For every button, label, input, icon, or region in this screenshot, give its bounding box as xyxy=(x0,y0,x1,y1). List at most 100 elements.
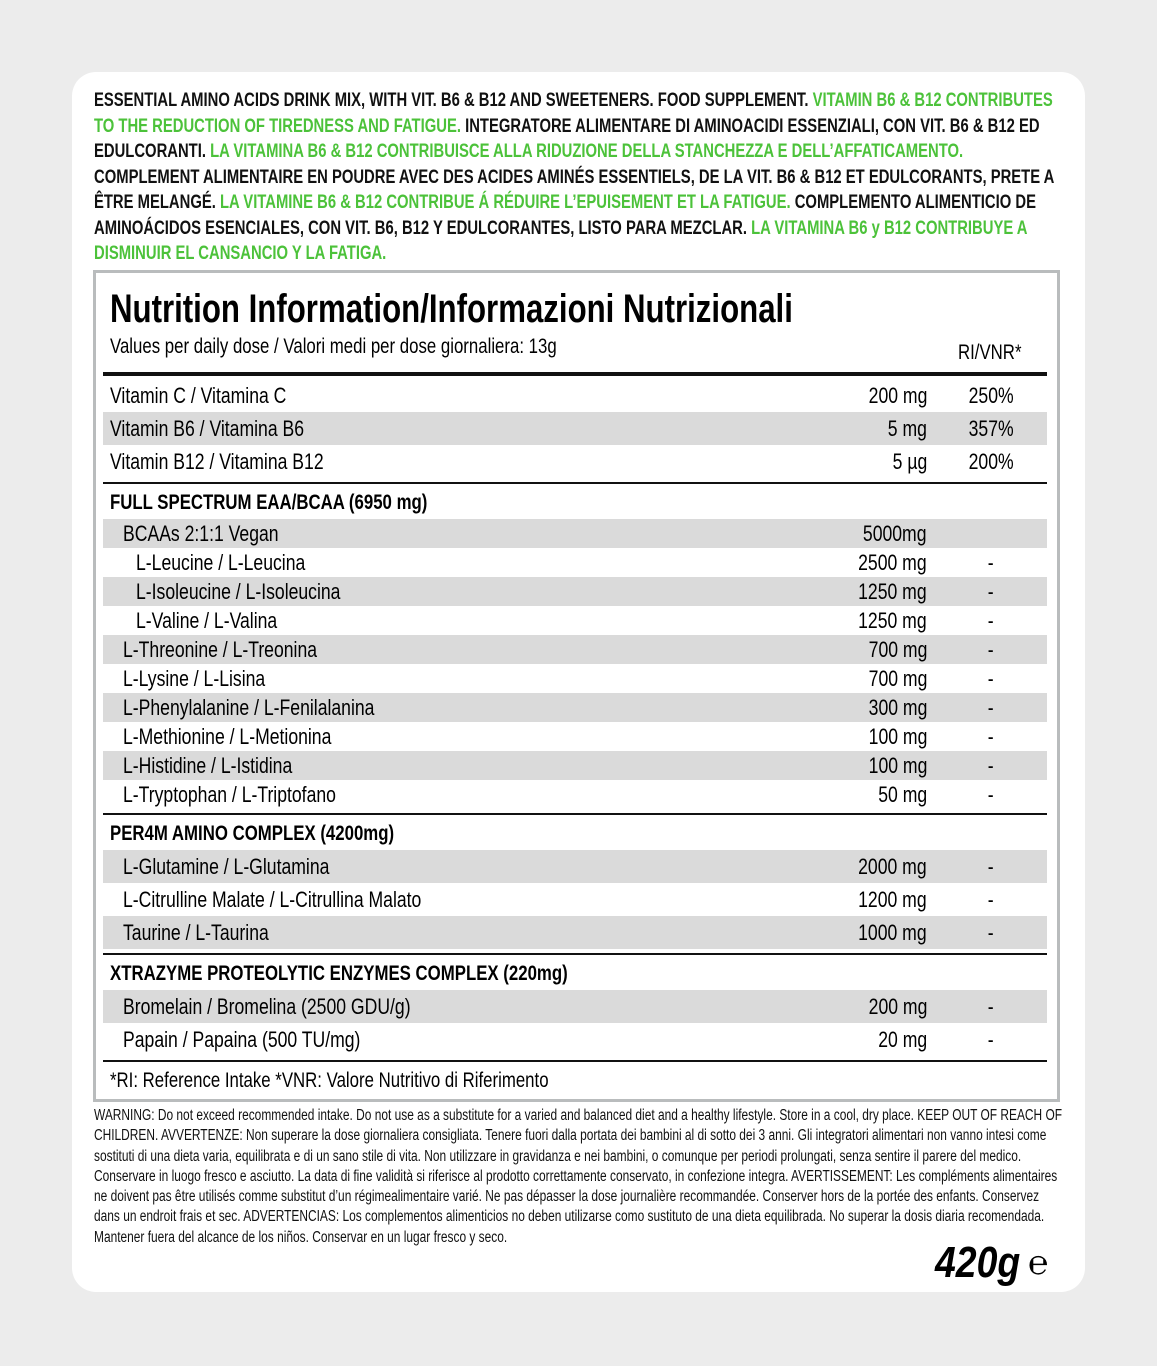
table-row: Taurine / L-Taurina 1000 mg - xyxy=(103,916,1047,949)
nutrient-ri: - xyxy=(953,916,1029,949)
nutrient-amount-text: 100 mg xyxy=(868,753,927,778)
table-section: XTRAZYME PROTEOLYTIC ENZYMES COMPLEX (22… xyxy=(103,955,1047,1062)
nutrient-ri-text: 357% xyxy=(968,416,1014,441)
table-subtitle: Values per daily dose / Valori medi per … xyxy=(110,335,668,359)
nutrient-amount: 20 mg xyxy=(866,1023,927,1056)
nutrient-amount: 700 mg xyxy=(854,664,927,693)
ri-header-text: RI/VNR* xyxy=(958,341,1022,364)
intro-segment: COMPLEMENT ALIMENTAIRE EN POUDRE AVEC DE… xyxy=(94,166,1054,214)
nutrient-name-text: Vitamin B12 / Vitamina B12 xyxy=(110,449,324,474)
intro-segment: LA VITAMINA B6 y B12 CONTRIBUYE A DISMIN… xyxy=(94,217,1027,265)
nutrient-ri: - xyxy=(953,751,1029,780)
nutrient-ri: - xyxy=(953,664,1029,693)
nutrient-amount-text: 2000 mg xyxy=(858,854,928,879)
nutrient-name-text: BCAAs 2:1:1 Vegan xyxy=(123,521,279,546)
nutrient-ri-text: - xyxy=(988,724,994,749)
estimated-sign: ℮ xyxy=(1028,1244,1049,1282)
table-row: BCAAs 2:1:1 Vegan 5000mg xyxy=(103,519,1047,548)
nutrient-ri-text: 200% xyxy=(968,449,1014,474)
section-heading: FULL SPECTRUM EAA/BCAA (6950 mg) xyxy=(103,487,1047,519)
nutrient-ri: - xyxy=(953,548,1029,577)
nutrient-name: L-Leucine / L-Leucina xyxy=(136,548,348,577)
nutrient-ri: - xyxy=(953,606,1029,635)
table-row: Vitamin B12 / Vitamina B12 5 µg 200% xyxy=(103,445,1047,478)
nutrient-name: Vitamin C / Vitamina C xyxy=(110,379,331,412)
nutrient-name: L-Valine / L-Valina xyxy=(136,606,313,635)
nutrient-name-text: Bromelain / Bromelina (2500 GDU/g) xyxy=(123,994,411,1019)
nutrient-ri-text: - xyxy=(988,782,994,807)
nutrient-amount: 50 mg xyxy=(866,780,927,809)
nutrient-amount-text: 5 mg xyxy=(887,416,927,441)
net-weight-text: 420g xyxy=(935,1238,1021,1287)
nutrient-name-text: L-Isoleucine / L-Isoleucina xyxy=(136,579,341,604)
table-row: L-Isoleucine / L-Isoleucina 1250 mg - xyxy=(103,577,1047,606)
nutrient-ri: 250% xyxy=(953,379,1029,412)
warning-body: WARNING: Do not exceed recommended intak… xyxy=(94,1107,1063,1246)
nutrient-ri-text: - xyxy=(988,887,994,912)
table-row: Vitamin B6 / Vitamina B6 5 mg 357% xyxy=(103,412,1047,445)
nutrient-name: Papain / Papaina (500 TU/mg) xyxy=(123,1023,420,1056)
nutrient-name: L-Tryptophan / L-Triptofano xyxy=(123,780,389,809)
net-weight: 420g xyxy=(935,1238,1035,1288)
nutrient-ri: - xyxy=(953,635,1029,664)
table-row: L-Citrulline Malate / L-Citrullina Malat… xyxy=(103,883,1047,916)
nutrient-name-text: L-Glutamine / L-Glutamina xyxy=(123,854,330,879)
table-body: Vitamin C / Vitamina C 200 mg 250% Vitamin … xyxy=(103,372,1047,1062)
nutrition-table: Nutrition Information/Informazioni Nutri… xyxy=(93,270,1060,1102)
nutrient-ri: - xyxy=(953,693,1029,722)
table-title: Nutrition Information/Informazioni Nutri… xyxy=(110,287,986,332)
ri-header: RI/VNR* xyxy=(958,341,1037,365)
section-heading-text: FULL SPECTRUM EAA/BCAA (6950 mg) xyxy=(110,491,428,514)
nutrient-ri-text: - xyxy=(988,666,994,691)
table-section: PER4M AMINO COMPLEX (4200mg) L-Glutamine … xyxy=(103,815,1047,955)
nutrient-ri: 357% xyxy=(953,412,1029,445)
nutrient-ri-text: - xyxy=(988,920,994,945)
table-row: L-Threonine / L-Treonina 700 mg - xyxy=(103,635,1047,664)
subtitle-text: Values per daily dose / Valori medi per … xyxy=(110,335,557,358)
table-row: L-Tryptophan / L-Triptofano 50 mg - xyxy=(103,780,1047,809)
nutrient-ri: - xyxy=(953,990,1029,1023)
nutrient-name: L-Citrulline Malate / L-Citrullina Malat… xyxy=(123,883,496,916)
nutrient-amount-text: 300 mg xyxy=(868,695,927,720)
nutrient-ri-text: - xyxy=(988,695,994,720)
table-row: L-Lysine / L-Lisina 700 mg - xyxy=(103,664,1047,693)
nutrient-name: L-Threonine / L-Treonina xyxy=(123,635,366,664)
nutrient-name: BCAAs 2:1:1 Vegan xyxy=(123,519,317,548)
nutrient-amount: 5 µg xyxy=(884,445,927,478)
title-text: Nutrition Information/Informazioni Nutri… xyxy=(110,287,793,331)
nutrient-amount: 1200 mg xyxy=(841,883,928,916)
nutrient-name-text: Vitamin B6 / Vitamina B6 xyxy=(110,416,305,441)
nutrient-ri-text: - xyxy=(988,608,994,633)
nutrient-amount: 1000 mg xyxy=(841,916,928,949)
intro-segment: COMPLEMENTO ALIMENTICIO DE AMINOÁCIDOS E… xyxy=(94,192,1036,239)
table-row: L-Methionine / L-Metionina 100 mg - xyxy=(103,722,1047,751)
nutrient-amount-text: 200 mg xyxy=(868,994,927,1019)
nutrient-amount-text: 1250 mg xyxy=(858,579,928,604)
nutrient-name: Bromelain / Bromelina (2500 GDU/g) xyxy=(123,990,482,1023)
intro-segment: VITAMIN B6 & B12 CONTRIBUTES TO THE REDU… xyxy=(94,90,1053,137)
nutrient-name: L-Histidine / L-Istidina xyxy=(123,751,335,780)
nutrient-name-text: L-Leucine / L-Leucina xyxy=(136,550,306,575)
nutrient-amount-text: 200 mg xyxy=(868,383,927,408)
nutrient-ri-text: - xyxy=(988,579,994,604)
nutrient-ri: - xyxy=(953,883,1029,916)
table-row: L-Phenylalanine / L-Fenilalanina 300 mg - xyxy=(103,693,1047,722)
nutrient-ri-text: 250% xyxy=(968,383,1014,408)
table-row: L-Histidine / L-Istidina 100 mg - xyxy=(103,751,1047,780)
nutrient-amount: 200 mg xyxy=(854,379,927,412)
intro-text: ESSENTIAL AMINO ACIDS DRINK MIX, WITH VI… xyxy=(94,88,1069,267)
section-heading-text: PER4M AMINO COMPLEX (4200mg) xyxy=(110,822,395,845)
nutrient-name-text: Vitamin C / Vitamina C xyxy=(110,383,287,408)
table-section: FULL SPECTRUM EAA/BCAA (6950 mg) BCAAs 2:… xyxy=(103,484,1047,815)
nutrient-amount-text: 700 mg xyxy=(868,666,927,691)
nutrient-name-text: L-Citrulline Malate / L-Citrullina Malat… xyxy=(123,887,422,912)
nutrient-name-text: L-Histidine / L-Istidina xyxy=(123,753,293,778)
table-row: Vitamin C / Vitamina C 200 mg 250% xyxy=(103,379,1047,412)
nutrient-ri-text: - xyxy=(988,854,994,879)
nutrient-name-text: L-Phenylalanine / L-Fenilalanina xyxy=(123,695,375,720)
nutrient-amount-text: 2500 mg xyxy=(858,550,928,575)
nutrient-name: Vitamin B12 / Vitamina B12 xyxy=(110,445,377,478)
nutrient-name: Taurine / L-Taurina xyxy=(123,916,305,949)
footnote: *RI: Reference Intake *VNR: Valore Nutri… xyxy=(110,1069,658,1093)
